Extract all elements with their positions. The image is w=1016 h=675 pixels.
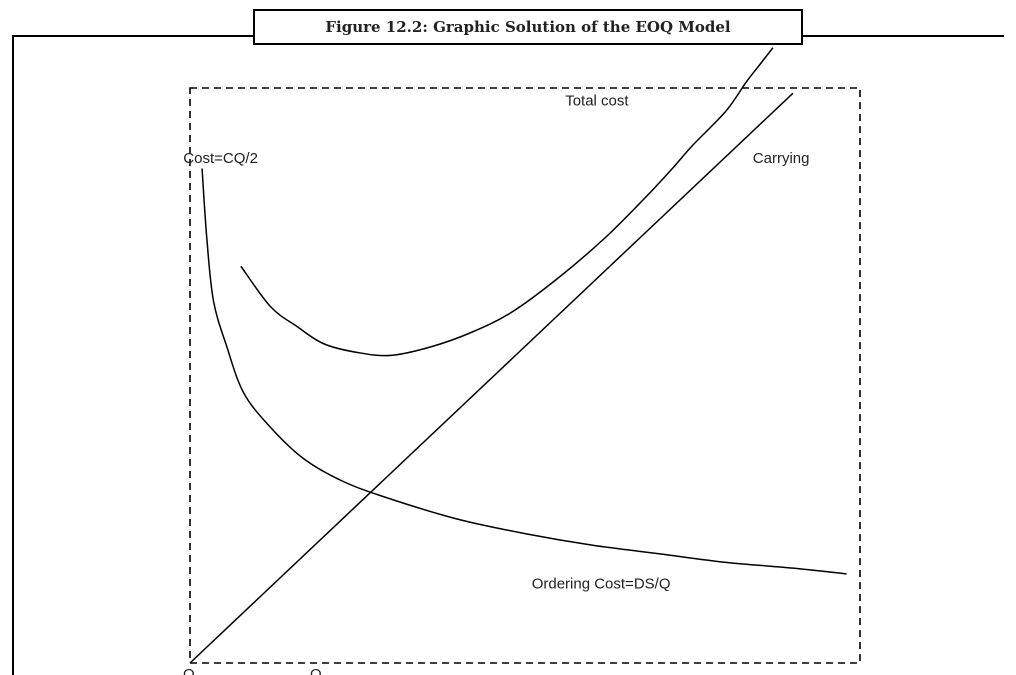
plot-area-border — [189, 87, 861, 664]
series-layer — [189, 47, 847, 664]
origin-label: O — [183, 666, 195, 675]
q-label: Q — [310, 666, 322, 675]
figure-title: Figure 12.2: Graphic Solution of the EOQ… — [253, 9, 803, 45]
total-label: Total cost — [565, 92, 629, 109]
figure-title-text: Figure 12.2: Graphic Solution of the EOQ… — [325, 18, 731, 36]
label-layer: Total cost Cost=CQ/2 Carrying Ordering Cost… — [183, 92, 809, 592]
total-curve — [240, 47, 774, 357]
frame-top-right — [803, 35, 1004, 37]
ordering-curve — [201, 168, 847, 575]
frame-top-left — [12, 35, 253, 37]
cq-label: Cost=CQ/2 — [183, 150, 258, 167]
frame-left — [12, 35, 14, 675]
carrying-label: Carrying — [753, 150, 810, 167]
ordering-label: Ordering Cost=DS/Q — [532, 575, 671, 592]
carrying-curve — [189, 92, 794, 664]
